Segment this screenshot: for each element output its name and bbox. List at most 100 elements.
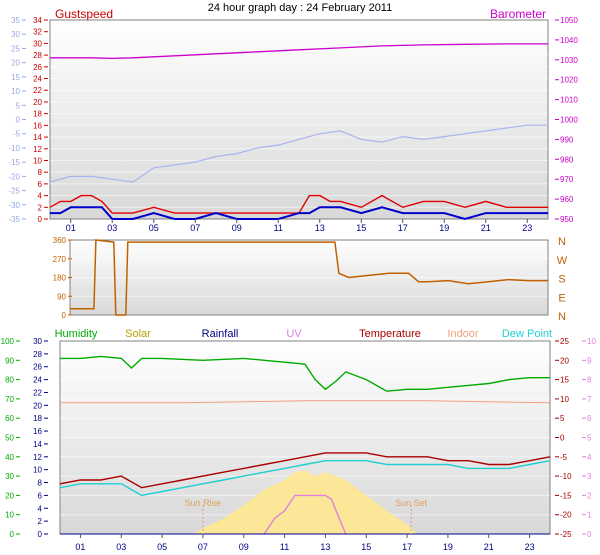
temp-tick-label: 0 [560, 434, 565, 443]
baro-tick-label: 1000 [560, 116, 578, 125]
humidity-tick-label: 80 [5, 376, 14, 385]
uv-tick-label: 2 [587, 491, 592, 500]
legend-entry: Humidity [55, 328, 98, 340]
humidity-tick-label: 60 [5, 414, 14, 423]
baro-tick-label: 970 [560, 175, 574, 184]
temp-tick-label: -20 [560, 511, 572, 520]
gust-tick-label: 20 [33, 98, 42, 107]
gust-tick-label: 4 [38, 192, 43, 201]
baro-tick-label: 1030 [560, 56, 578, 65]
uv-tick-label: 8 [587, 376, 592, 385]
x-tick-label: 23 [522, 223, 532, 233]
x-tick-label: 15 [356, 223, 366, 233]
direction-tick-label: 360 [53, 236, 67, 245]
x-tick-label: 05 [157, 542, 167, 552]
left-temp-tick-label: -20 [8, 172, 20, 181]
left-temp-tick-label: -5 [13, 130, 21, 139]
weather-legend: Humidity Solar Rainfall UV Temperature Indoor… [55, 328, 552, 340]
baro-tick-label: 960 [560, 195, 574, 204]
x-tick-label: 23 [525, 542, 535, 552]
left-temp-tick-label: -30 [8, 201, 20, 210]
direction-tick-label: 90 [57, 292, 66, 301]
direction-tick-label: 0 [62, 311, 67, 320]
gust-tick-label: 22 [33, 86, 42, 95]
x-tick-label: 01 [66, 223, 76, 233]
rain-tick-label: 20 [33, 401, 42, 410]
temp-axis: 25 20 15 10 5 0 -5 -10 -15 -20 -25 [555, 337, 572, 539]
legend-gustspeed: Gustspeed [55, 7, 113, 21]
baro-tick-label: 1020 [560, 76, 578, 85]
barometer-line [50, 43, 548, 60]
x-tick-label: 11 [274, 223, 283, 233]
temp-tick-label: -10 [560, 472, 572, 481]
left-temp-axis: 35 30 25 20 15 10 5 0 -5 -10 -15 -20 -25 -30 -35 [8, 16, 26, 224]
rain-tick-label: 16 [33, 427, 42, 436]
legend-entry: Rainfall [202, 328, 239, 340]
baro-tick-label: 990 [560, 135, 574, 144]
rain-tick-label: 24 [33, 376, 42, 385]
temp-tick-label: 20 [560, 356, 569, 365]
direction-tick-label: 180 [53, 274, 67, 283]
wind-panel-frame [49, 19, 549, 220]
humidity-tick-label: 100 [1, 337, 15, 346]
legend-entry: Indoor [447, 328, 479, 340]
left-temp-tick-label: 5 [16, 101, 21, 110]
humidity-tick-label: 70 [5, 395, 14, 404]
temp-tick-label: -5 [560, 453, 568, 462]
baro-tick-label: 1040 [560, 36, 578, 45]
x-tick-label: 13 [320, 542, 330, 552]
x-tick-label: 03 [107, 223, 117, 233]
gust-tick-label: 24 [33, 75, 42, 84]
x-tick-label: 03 [116, 542, 126, 552]
indoor-line [60, 400, 551, 404]
x-tick-label: 15 [361, 542, 371, 552]
gust-tick-label: 16 [33, 121, 42, 130]
sunrise-label: Sun Rise [185, 498, 222, 508]
left-temp-tick-label: 30 [11, 30, 20, 39]
gust-tick-label: 18 [33, 110, 42, 119]
baro-tick-label: 1050 [560, 16, 578, 25]
uv-tick-label: 6 [587, 414, 592, 423]
rain-tick-label: 14 [33, 440, 42, 449]
legend-entry: Dew Point [502, 328, 552, 340]
x-tick-label: 19 [443, 542, 453, 552]
uv-tick-label: 4 [587, 453, 592, 462]
compass-label: N [558, 311, 566, 323]
compass-label: W [557, 255, 568, 267]
x-tick-label: 17 [398, 223, 408, 233]
uv-tick-label: 3 [587, 472, 592, 481]
rain-tick-label: 2 [38, 517, 43, 526]
left-temp-tick-label: -10 [8, 144, 20, 153]
humidity-tick-label: 10 [5, 511, 14, 520]
baro-tick-label: 980 [560, 155, 574, 164]
humidity-tick-label: 20 [5, 491, 14, 500]
uv-tick-label: 0 [587, 530, 592, 539]
rain-tick-label: 0 [38, 530, 43, 539]
uv-tick-label: 5 [587, 434, 592, 443]
left-temp-tick-label: 15 [11, 73, 20, 82]
x-tick-label: 01 [75, 542, 85, 552]
chart-title: 24 hour graph day : 24 February 2011 [208, 2, 392, 14]
sun-annotations: Sun Rise Sun Set [185, 498, 428, 534]
humidity-tick-label: 50 [5, 434, 14, 443]
baro-tick-label: 950 [560, 215, 574, 224]
direction-line [70, 239, 548, 316]
baro-axis: 1050 1040 1030 1020 1010 1000 990 980 970 960 950 [555, 16, 578, 224]
humidity-tick-label: 90 [5, 356, 14, 365]
humidity-tick-label: 40 [5, 453, 14, 462]
left-temp-tick-label: 0 [16, 116, 21, 125]
temp-tick-label: 25 [560, 337, 569, 346]
gust-tick-label: 14 [33, 133, 42, 142]
x-tick-label: 11 [280, 542, 289, 552]
temperature-light-line [49, 124, 548, 183]
x-axis-wind: 01 03 05 07 09 11 13 15 17 19 21 23 [66, 219, 532, 233]
humidity-tick-label: 30 [5, 472, 14, 481]
left-temp-tick-label: 25 [11, 44, 20, 53]
temp-tick-label: 10 [560, 395, 569, 404]
temp-tick-label: 15 [560, 376, 569, 385]
rain-tick-label: 26 [33, 363, 42, 372]
